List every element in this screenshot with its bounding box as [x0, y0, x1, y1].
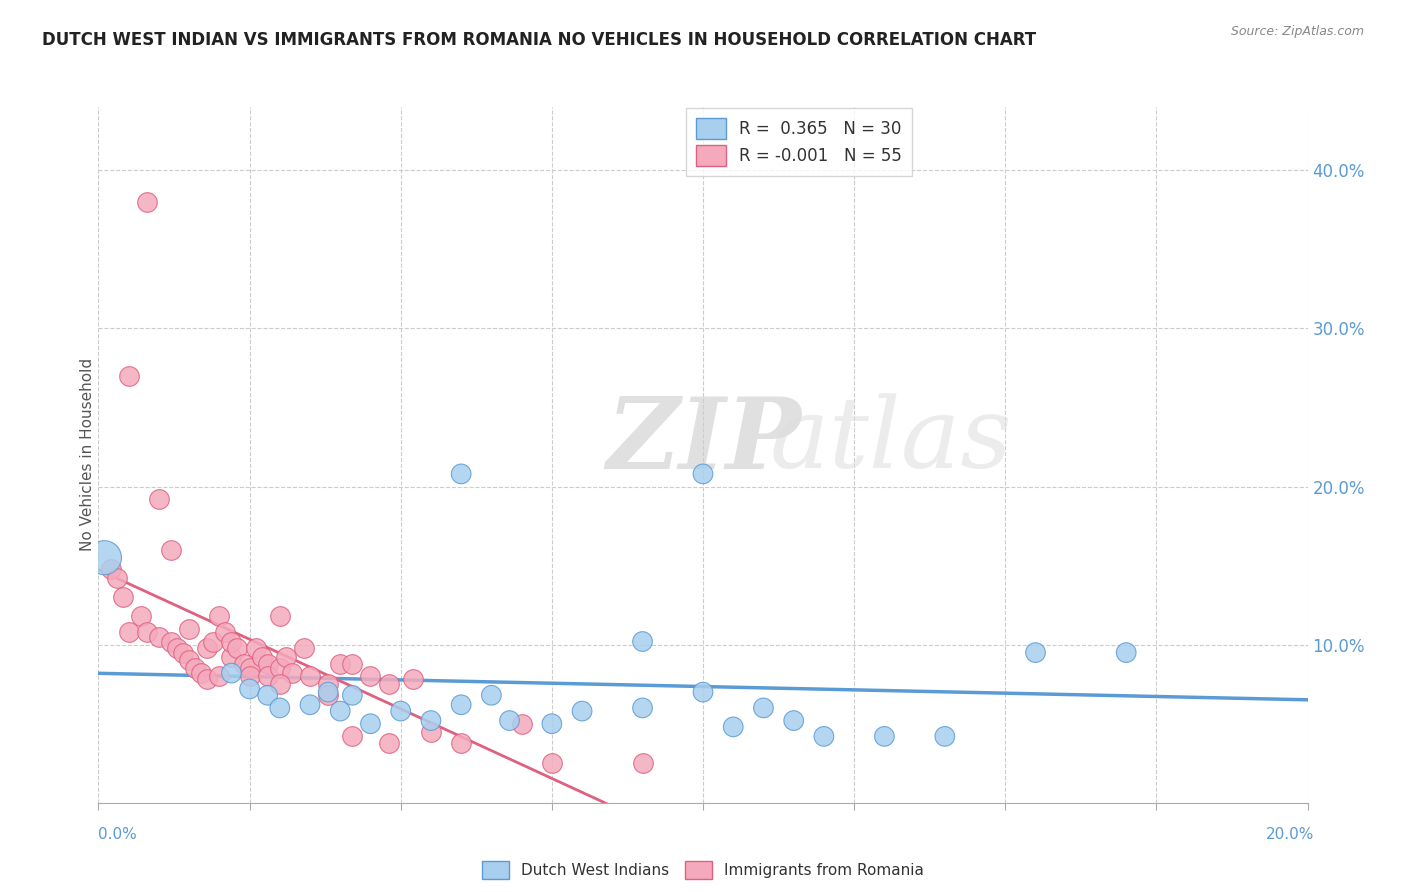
- Point: [292, 640, 315, 655]
- Point: [377, 677, 399, 691]
- Point: [269, 701, 291, 715]
- Point: [256, 669, 278, 683]
- Point: [316, 677, 339, 691]
- Point: [299, 698, 322, 712]
- Point: [723, 720, 745, 734]
- Point: [450, 467, 472, 481]
- Text: ZIP: ZIP: [606, 392, 801, 489]
- Point: [420, 724, 443, 739]
- Point: [221, 634, 243, 648]
- Point: [329, 657, 352, 671]
- Point: [752, 701, 775, 715]
- Point: [631, 634, 654, 648]
- Point: [342, 688, 364, 702]
- Point: [239, 669, 262, 683]
- Point: [250, 650, 273, 665]
- Point: [100, 562, 122, 576]
- Point: [481, 688, 503, 702]
- Point: [208, 669, 231, 683]
- Point: [329, 704, 352, 718]
- Point: [360, 716, 382, 731]
- Point: [118, 625, 141, 640]
- Point: [190, 666, 212, 681]
- Text: Source: ZipAtlas.com: Source: ZipAtlas.com: [1230, 25, 1364, 38]
- Point: [342, 657, 364, 671]
- Point: [239, 661, 262, 675]
- Point: [783, 714, 806, 728]
- Point: [179, 653, 201, 667]
- Point: [148, 630, 170, 644]
- Point: [420, 714, 443, 728]
- Text: 0.0%: 0.0%: [98, 827, 138, 841]
- Point: [179, 622, 201, 636]
- Point: [135, 194, 157, 209]
- Point: [813, 730, 835, 744]
- Text: 20.0%: 20.0%: [1267, 827, 1315, 841]
- Point: [269, 677, 291, 691]
- Text: atlas: atlas: [769, 393, 1012, 489]
- Point: [510, 716, 533, 731]
- Legend: Dutch West Indians, Immigrants from Romania: Dutch West Indians, Immigrants from Roma…: [475, 855, 931, 886]
- Point: [166, 640, 188, 655]
- Point: [316, 685, 339, 699]
- Point: [195, 640, 218, 655]
- Point: [195, 673, 218, 687]
- Point: [226, 640, 249, 655]
- Point: [160, 542, 183, 557]
- Point: [245, 640, 267, 655]
- Point: [221, 666, 243, 681]
- Point: [934, 730, 956, 744]
- Point: [111, 591, 134, 605]
- Point: [377, 736, 399, 750]
- Point: [256, 688, 278, 702]
- Point: [184, 661, 207, 675]
- Point: [239, 681, 262, 696]
- Point: [232, 657, 254, 671]
- Text: DUTCH WEST INDIAN VS IMMIGRANTS FROM ROMANIA NO VEHICLES IN HOUSEHOLD CORRELATIO: DUTCH WEST INDIAN VS IMMIGRANTS FROM ROM…: [42, 31, 1036, 49]
- Point: [221, 650, 243, 665]
- Point: [540, 716, 562, 731]
- Point: [631, 701, 654, 715]
- Point: [160, 634, 183, 648]
- Point: [281, 666, 304, 681]
- Point: [342, 730, 364, 744]
- Point: [540, 756, 562, 771]
- Point: [1115, 646, 1137, 660]
- Point: [129, 609, 152, 624]
- Point: [450, 698, 472, 712]
- Point: [172, 646, 194, 660]
- Point: [873, 730, 896, 744]
- Point: [118, 368, 141, 383]
- Point: [208, 609, 231, 624]
- Point: [450, 736, 472, 750]
- Point: [299, 669, 322, 683]
- Point: [631, 756, 654, 771]
- Point: [256, 657, 278, 671]
- Point: [135, 625, 157, 640]
- Point: [498, 714, 520, 728]
- Point: [692, 685, 714, 699]
- Y-axis label: No Vehicles in Household: No Vehicles in Household: [80, 359, 94, 551]
- Point: [360, 669, 382, 683]
- Point: [93, 550, 115, 565]
- Point: [402, 673, 425, 687]
- Point: [692, 467, 714, 481]
- Point: [202, 634, 225, 648]
- Point: [274, 650, 297, 665]
- Point: [1024, 646, 1046, 660]
- Point: [316, 688, 339, 702]
- Point: [148, 492, 170, 507]
- Point: [105, 571, 128, 585]
- Point: [269, 609, 291, 624]
- Point: [214, 625, 236, 640]
- Point: [269, 661, 291, 675]
- Point: [389, 704, 412, 718]
- Point: [571, 704, 593, 718]
